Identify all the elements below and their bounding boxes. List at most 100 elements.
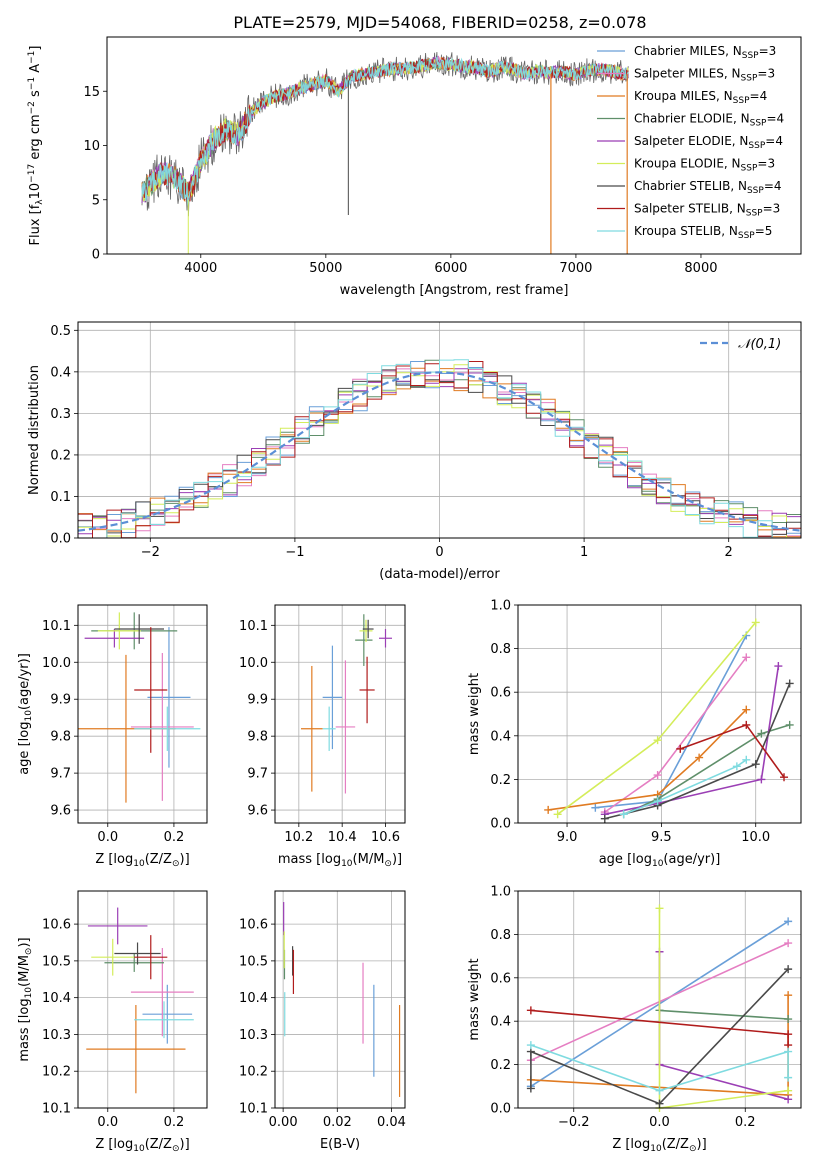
mass-age-ytick-label: 9.9 bbox=[247, 693, 268, 708]
z-mass-points bbox=[86, 907, 194, 1094]
spectrum-xtick-label: 7000 bbox=[559, 261, 592, 276]
spectrum-xtick-label: 6000 bbox=[434, 261, 467, 276]
legend-label: Kroupa ELODIE, NSSP​=3 bbox=[634, 157, 775, 174]
spectrum-lines bbox=[141, 51, 629, 254]
z-mass-ylabel-text: mass [log10​(M/M⊙​)] bbox=[17, 937, 34, 1061]
spectrum-xtick-label: 5000 bbox=[309, 261, 342, 276]
age-weight-ytick-label: 1.0 bbox=[490, 599, 511, 614]
spectrum-axes: 4000 5000 6000 7000 8000 0 5 10 15 bbox=[83, 85, 717, 276]
weight-line bbox=[530, 968, 789, 1105]
residuals-ytick-label: 0.1 bbox=[50, 490, 71, 505]
age-weight-ytick-label: 0.0 bbox=[490, 817, 511, 832]
mass-age-xtick-label: 10.2 bbox=[284, 830, 313, 845]
weight-line bbox=[659, 1009, 789, 1020]
ebv-mass-xtick-label: 0.00 bbox=[269, 1115, 298, 1130]
weight-marker bbox=[751, 618, 760, 627]
weight-marker bbox=[742, 653, 751, 662]
weight-marker bbox=[784, 1073, 793, 1082]
ebv-mass-ytick-label: 10.1 bbox=[239, 1102, 268, 1117]
ebv-mass-ytick-label: 10.5 bbox=[239, 954, 268, 969]
ebv-mass-ytick-label: 10.3 bbox=[239, 1028, 268, 1043]
ebv-mass-ytick-label: 10.2 bbox=[239, 1065, 268, 1080]
weight-line bbox=[604, 656, 747, 813]
z-mass-ytick-label: 10.6 bbox=[42, 918, 71, 933]
residuals-ytick-label: 0.5 bbox=[50, 324, 71, 339]
age-weight-ylabel: mass weight bbox=[467, 673, 482, 755]
ebv-mass-xtick-label: 0.04 bbox=[377, 1115, 406, 1130]
weight-marker bbox=[784, 939, 793, 948]
weight-marker bbox=[785, 720, 794, 729]
spectrum-ytick-label: 10 bbox=[83, 139, 100, 154]
age-weight-ytick-label: 0.2 bbox=[490, 773, 511, 788]
mass-age-ytick-label: 9.7 bbox=[247, 767, 268, 782]
spectrum-legend: Chabrier MILES, NSSP​=3 Salpeter MILES, N… bbox=[597, 44, 784, 241]
weight-marker bbox=[553, 810, 562, 819]
ebv-mass-frame bbox=[274, 890, 406, 1109]
age-weight-xtick-label: 9.5 bbox=[651, 830, 672, 845]
z-weight-xlabel: Z [log10​(Z/Z⊙​)] bbox=[612, 1137, 706, 1154]
age-weight-series bbox=[544, 618, 794, 823]
legend-label: Salpeter ELODIE, NSSP​=4 bbox=[634, 134, 783, 151]
age-weight-axes: 9.0 9.5 10.0 0.0 0.2 0.4 0.6 0.8 1.0 bbox=[490, 599, 801, 845]
residuals-xtick-label: 0 bbox=[435, 545, 443, 560]
legend-label: Chabrier MILES, NSSP​=3 bbox=[634, 44, 776, 61]
weight-line bbox=[623, 724, 790, 816]
weight-marker bbox=[526, 1041, 535, 1050]
mass-age-ytick-label: 9.8 bbox=[247, 730, 268, 745]
z-age-points bbox=[78, 612, 201, 803]
z-mass-ylabel: mass [log10​(M/M⊙​)] bbox=[17, 937, 34, 1061]
residuals-ytick-label: 0.2 bbox=[50, 448, 71, 463]
weight-marker bbox=[655, 1086, 664, 1095]
z-age-xtick-label: 0.0 bbox=[97, 830, 118, 845]
residuals-xlabel: (data-model)/error bbox=[379, 567, 500, 582]
ebv-mass-points bbox=[283, 902, 401, 1097]
weight-marker bbox=[732, 762, 741, 771]
weight-marker bbox=[742, 720, 751, 729]
weight-line bbox=[658, 908, 789, 1109]
z-age-ytick-label: 9.7 bbox=[50, 767, 71, 782]
z-mass-ytick-label: 10.3 bbox=[42, 1028, 71, 1043]
weight-line bbox=[530, 1044, 789, 1092]
weight-marker bbox=[544, 805, 553, 814]
legend-label: Salpeter STELIB, NSSP​=3 bbox=[634, 202, 780, 219]
ebv-mass-ytick-label: 10.4 bbox=[239, 991, 268, 1006]
ebv-mass-xtick-label: 0.02 bbox=[323, 1115, 352, 1130]
residuals-xtick-label: 2 bbox=[725, 545, 733, 560]
weight-marker bbox=[655, 1099, 664, 1108]
z-age-ytick-label: 9.9 bbox=[50, 693, 71, 708]
weight-marker bbox=[653, 797, 662, 806]
weight-line bbox=[604, 665, 780, 816]
residuals-ytick-label: 0.3 bbox=[50, 407, 71, 422]
weight-marker bbox=[619, 810, 628, 819]
legend-label: Chabrier ELODIE, NSSP​=4 bbox=[634, 112, 784, 129]
z-age-ytick-label: 9.8 bbox=[50, 730, 71, 745]
z-weight-ytick-label: 0.8 bbox=[490, 928, 511, 943]
weight-marker bbox=[757, 729, 766, 738]
gaussian-reference bbox=[78, 371, 801, 532]
mass-age-ytick-label: 10.1 bbox=[239, 619, 268, 634]
weight-marker bbox=[784, 1095, 793, 1104]
weight-marker bbox=[784, 1030, 793, 1039]
z-mass-ytick-label: 10.2 bbox=[42, 1065, 71, 1080]
z-mass-frame bbox=[77, 890, 208, 1109]
weight-line bbox=[658, 951, 789, 1101]
ebv-mass-ytick-label: 10.6 bbox=[239, 918, 268, 933]
weight-marker bbox=[591, 803, 600, 812]
age-weight-ytick-label: 0.8 bbox=[490, 642, 511, 657]
weight-marker bbox=[742, 755, 751, 764]
z-mass-axes: 0.0 0.2 10.1 10.2 10.3 10.4 10.5 10.6 bbox=[42, 891, 207, 1130]
z-mass-xtick-label: 0.2 bbox=[164, 1115, 185, 1130]
z-mass-xlabel: Z [log10​(Z/Z⊙​)] bbox=[95, 1137, 189, 1154]
weight-marker bbox=[784, 991, 793, 1000]
z-weight-xtick-label: −0.2 bbox=[558, 1115, 590, 1130]
mass-age-points bbox=[301, 614, 392, 794]
weight-marker bbox=[655, 904, 664, 913]
z-age-ylabel: age [log10​(age/yr)] bbox=[17, 653, 34, 775]
weight-marker bbox=[742, 705, 751, 714]
weight-line bbox=[557, 621, 757, 815]
residuals-ylabel: Normed distribution bbox=[27, 365, 42, 495]
z-weight-frame bbox=[517, 890, 802, 1109]
spectrum-ytick-label: 5 bbox=[92, 193, 100, 208]
